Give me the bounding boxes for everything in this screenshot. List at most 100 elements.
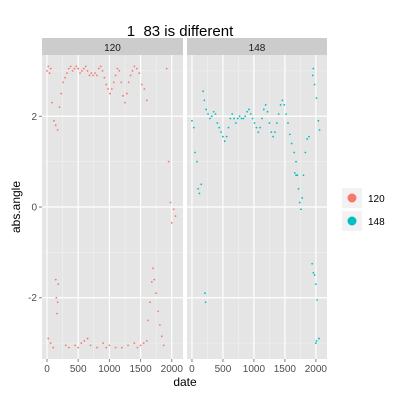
data-point-148 bbox=[200, 183, 203, 186]
data-point-120 bbox=[56, 301, 59, 304]
data-point-120 bbox=[131, 69, 134, 72]
data-point-148 bbox=[242, 117, 245, 120]
data-point-120 bbox=[49, 67, 52, 70]
grid-layer bbox=[42, 55, 327, 359]
data-point-148 bbox=[270, 131, 273, 134]
facet-label-120: 120 bbox=[104, 43, 121, 54]
data-point-148 bbox=[316, 299, 318, 301]
data-point-148 bbox=[202, 90, 205, 93]
data-point-148 bbox=[297, 187, 300, 190]
data-point-148 bbox=[290, 142, 293, 145]
data-point-120 bbox=[89, 344, 92, 347]
data-point-148 bbox=[203, 99, 206, 102]
data-point-120 bbox=[116, 67, 119, 70]
data-point-120 bbox=[99, 65, 102, 68]
data-point-148 bbox=[274, 131, 276, 134]
data-point-148 bbox=[225, 135, 228, 138]
data-point-120 bbox=[52, 119, 55, 122]
facet-strip-148 bbox=[187, 38, 327, 55]
data-point-120 bbox=[64, 344, 67, 347]
data-point-120 bbox=[88, 74, 91, 77]
data-point-120 bbox=[165, 67, 168, 70]
data-point-120 bbox=[110, 88, 113, 90]
data-point-120 bbox=[149, 301, 151, 304]
data-point-120 bbox=[90, 72, 93, 75]
data-point-120 bbox=[169, 201, 172, 204]
data-point-148 bbox=[259, 126, 261, 129]
data-point-120 bbox=[83, 339, 86, 342]
data-point-120 bbox=[56, 128, 59, 131]
data-point-148 bbox=[240, 117, 243, 120]
data-point-120 bbox=[97, 67, 100, 70]
data-point-120 bbox=[108, 344, 111, 347]
data-point-148 bbox=[312, 67, 315, 70]
data-point-120 bbox=[167, 160, 170, 163]
legend-key-120 bbox=[347, 193, 357, 203]
x-tick-label-120: 500 bbox=[70, 364, 87, 375]
data-point-120 bbox=[174, 215, 177, 217]
data-point-148 bbox=[283, 104, 286, 106]
legend-label-120: 120 bbox=[368, 194, 385, 205]
data-point-120 bbox=[145, 339, 148, 342]
data-point-148 bbox=[266, 110, 269, 113]
data-point-148 bbox=[293, 151, 296, 154]
data-point-148 bbox=[249, 113, 252, 115]
data-point-148 bbox=[194, 151, 196, 154]
data-point-120 bbox=[105, 346, 108, 349]
data-point-120 bbox=[67, 346, 70, 349]
data-point-120 bbox=[124, 101, 126, 104]
data-point-120 bbox=[153, 278, 156, 281]
x-tick-label-148: 1000 bbox=[243, 364, 266, 375]
data-point-148 bbox=[210, 115, 213, 118]
data-point-120 bbox=[66, 72, 68, 75]
data-point-148 bbox=[311, 262, 314, 265]
data-point-120 bbox=[127, 344, 129, 347]
data-point-120 bbox=[96, 74, 98, 77]
data-point-148 bbox=[302, 174, 305, 177]
data-point-148 bbox=[285, 113, 288, 115]
data-point-148 bbox=[214, 113, 217, 115]
data-point-148 bbox=[253, 122, 256, 124]
data-point-148 bbox=[313, 274, 316, 276]
y-tick-label: -2 bbox=[28, 293, 37, 304]
data-point-120 bbox=[170, 221, 173, 224]
data-point-148 bbox=[275, 122, 278, 124]
data-point-120 bbox=[60, 92, 63, 95]
data-point-148 bbox=[204, 301, 207, 304]
ticks-layer: 0 500 1000 1500 2000 0 500 1000 1500 2000 2 0 -2 bbox=[28, 112, 327, 375]
data-point-148 bbox=[293, 172, 296, 174]
data-point-120 bbox=[109, 92, 111, 95]
data-point-148 bbox=[311, 74, 314, 77]
data-point-120 bbox=[125, 92, 128, 95]
data-point-148 bbox=[306, 138, 309, 140]
data-point-120 bbox=[62, 81, 65, 84]
data-point-148 bbox=[315, 97, 318, 100]
points-layer bbox=[46, 65, 321, 349]
facet-strip-120 bbox=[42, 38, 183, 55]
data-point-120 bbox=[101, 69, 104, 72]
data-point-148 bbox=[205, 108, 208, 111]
data-point-148 bbox=[281, 99, 284, 102]
data-point-148 bbox=[235, 122, 237, 124]
data-point-120 bbox=[67, 67, 70, 70]
data-point-120 bbox=[102, 342, 105, 345]
data-point-120 bbox=[96, 346, 98, 349]
data-point-120 bbox=[118, 69, 121, 72]
data-point-148 bbox=[236, 117, 239, 120]
x-tick-label-120: 2000 bbox=[161, 364, 184, 375]
data-point-120 bbox=[46, 69, 48, 72]
data-point-120 bbox=[160, 335, 163, 338]
data-point-148 bbox=[231, 113, 234, 115]
data-point-148 bbox=[295, 174, 297, 177]
data-point-148 bbox=[255, 126, 258, 129]
legend-key-148 bbox=[347, 216, 357, 226]
data-point-120 bbox=[135, 67, 138, 70]
data-point-120 bbox=[103, 76, 106, 79]
data-point-148 bbox=[191, 119, 193, 122]
data-point-148 bbox=[268, 122, 271, 124]
data-point-120 bbox=[47, 337, 50, 340]
data-point-120 bbox=[80, 342, 83, 345]
data-point-148 bbox=[295, 160, 297, 163]
data-point-148 bbox=[308, 135, 310, 138]
